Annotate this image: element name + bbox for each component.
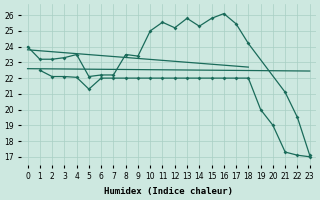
X-axis label: Humidex (Indice chaleur): Humidex (Indice chaleur) <box>104 187 233 196</box>
